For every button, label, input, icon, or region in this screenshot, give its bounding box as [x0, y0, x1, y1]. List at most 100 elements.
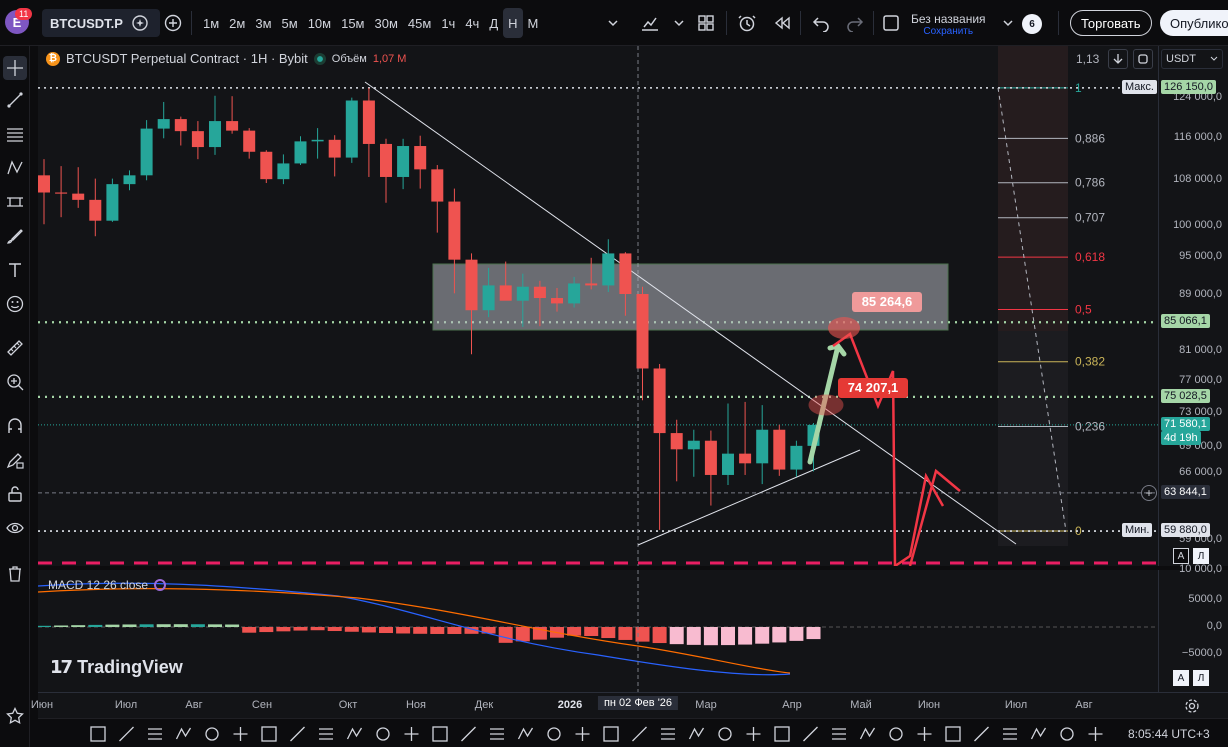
macd-log-toggle[interactable]: Л — [1193, 670, 1209, 686]
bottom-tool-7-icon[interactable] — [290, 726, 305, 742]
bottom-tool-31-icon[interactable] — [974, 726, 989, 742]
up-arrow-green[interactable] — [807, 343, 847, 465]
bottom-tool-9-icon[interactable] — [346, 727, 363, 740]
remove-tool[interactable] — [3, 562, 27, 586]
timeframe-5[interactable]: 15м — [341, 15, 365, 31]
timeframe-6[interactable]: 30м — [374, 15, 398, 31]
publish-button[interactable]: Опублико — [1160, 10, 1228, 36]
timeframe-4[interactable]: 10м — [307, 15, 332, 31]
trade-button[interactable]: Торговать — [1070, 10, 1152, 36]
bottom-tool-21-icon[interactable] — [688, 727, 705, 740]
emoji-tool[interactable] — [3, 292, 27, 316]
ruler-tool[interactable] — [3, 336, 27, 360]
bottom-tool-35-icon[interactable] — [1088, 727, 1103, 741]
timeframe-11[interactable]: Н — [503, 8, 523, 38]
price-chart[interactable]: 1 0,886 0,786 0,707 0,618 0,5 0,382 0,236 0 85 26… — [38, 46, 1158, 566]
macd-axis[interactable]: 10 000,0 5000,0 0,0 −5000,0 — [1158, 563, 1228, 692]
add-alert-plus-icon[interactable]: + — [1141, 484, 1157, 501]
bottom-tool-23-icon[interactable] — [746, 727, 761, 741]
bottom-tool-24-icon[interactable] — [774, 726, 790, 742]
layout-save-link[interactable]: Сохранить — [923, 26, 974, 37]
timeframe-9[interactable]: 4ч — [465, 15, 480, 31]
timeframe-2[interactable]: 3м — [255, 15, 272, 31]
bottom-tool-22-icon[interactable] — [718, 727, 732, 741]
bottom-tool-11-icon[interactable] — [404, 727, 419, 741]
macd-chart[interactable] — [38, 570, 1158, 692]
undo-icon[interactable] — [812, 14, 830, 32]
text-tool[interactable] — [3, 258, 27, 282]
crosshair-tool[interactable] — [3, 56, 27, 80]
macd-pane[interactable]: MACD 12 26 close — [38, 570, 1158, 692]
bottom-tool-6-icon[interactable] — [261, 726, 277, 742]
bottom-tool-10-icon[interactable] — [376, 727, 390, 741]
pane-separator[interactable] — [38, 566, 1228, 570]
target-marker[interactable] — [828, 317, 860, 339]
chevron-down-icon[interactable] — [1001, 16, 1015, 30]
bottom-tool-20-icon[interactable] — [661, 728, 675, 740]
trendline-tool[interactable] — [3, 88, 27, 112]
auto-scale-button[interactable] — [1133, 49, 1153, 69]
macd-settings-icon[interactable] — [154, 579, 167, 591]
projection-path-red[interactable] — [832, 332, 945, 566]
pattern-tool[interactable] — [3, 156, 27, 180]
bottom-tool-8-icon[interactable] — [319, 728, 333, 740]
layout-badge[interactable]: 6 — [1022, 14, 1042, 34]
zoom-tool[interactable] — [3, 370, 27, 394]
scale-down-button[interactable] — [1108, 49, 1128, 69]
bottom-tool-5-icon[interactable] — [233, 727, 248, 741]
redo-icon[interactable] — [846, 14, 864, 32]
target-price-label[interactable]: 85 264,6 — [852, 292, 922, 312]
auto-scale-toggle[interactable]: A — [1173, 548, 1189, 564]
layout-checkbox-icon[interactable] — [882, 14, 900, 32]
breakout-marker[interactable] — [808, 394, 844, 416]
visibility-tool[interactable] — [3, 516, 27, 540]
fib-retracement[interactable]: 1 0,886 0,786 0,707 0,618 0,5 0,382 0,236 0 — [997, 81, 1105, 538]
spark-icon[interactable] — [131, 14, 149, 32]
ascending-trend-line[interactable] — [637, 449, 861, 546]
bottom-tool-icons[interactable] — [38, 719, 1118, 747]
favorites-tool[interactable] — [3, 704, 27, 728]
layout-name-block[interactable]: Без названия Сохранить — [911, 13, 986, 38]
bottom-tool-29-icon[interactable] — [917, 727, 932, 741]
settings-gear-icon[interactable] — [1184, 698, 1200, 714]
timeframe-7[interactable]: 45м — [407, 15, 432, 31]
bottom-tool-0-icon[interactable] — [90, 726, 106, 742]
bottom-tool-30-icon[interactable] — [945, 726, 961, 742]
symbol-search[interactable]: BTCUSDT.P — [42, 9, 160, 37]
bottom-tool-25-icon[interactable] — [803, 726, 818, 742]
bottom-tool-32-icon[interactable] — [1003, 728, 1017, 740]
bottom-tool-2-icon[interactable] — [148, 728, 162, 740]
bottom-tool-4-icon[interactable] — [205, 727, 219, 741]
clock[interactable]: 8:05:44 UTC+3 — [1128, 727, 1210, 741]
timeframe-8[interactable]: 1ч — [441, 15, 456, 31]
bottom-tool-27-icon[interactable] — [859, 727, 876, 740]
macd-auto-toggle[interactable]: A — [1173, 670, 1189, 686]
rebound-arrow-red[interactable] — [908, 468, 961, 566]
bottom-tool-1-icon[interactable] — [119, 726, 134, 742]
bottom-tool-19-icon[interactable] — [632, 726, 647, 742]
currency-select[interactable]: USDT — [1161, 49, 1223, 69]
bottom-tool-15-icon[interactable] — [517, 727, 534, 740]
chevron-down-icon[interactable] — [672, 16, 686, 30]
main-chart-pane[interactable]: 1 0,886 0,786 0,707 0,618 0,5 0,382 0,236 0 85 26… — [38, 46, 1158, 677]
timeframe-3[interactable]: 5м — [281, 15, 298, 31]
bottom-tool-16-icon[interactable] — [547, 727, 561, 741]
bottom-tool-13-icon[interactable] — [461, 726, 476, 742]
bottom-tool-17-icon[interactable] — [575, 727, 590, 741]
bottom-tool-33-icon[interactable] — [1030, 727, 1047, 740]
indicators-icon[interactable] — [696, 13, 716, 33]
projection-tool[interactable] — [3, 190, 27, 214]
bottom-tool-28-icon[interactable] — [889, 727, 903, 741]
replay-icon[interactable] — [772, 13, 792, 33]
bottom-tool-18-icon[interactable] — [603, 726, 619, 742]
bottom-tool-14-icon[interactable] — [490, 728, 504, 740]
stay-drawing-tool[interactable] — [3, 448, 27, 472]
bottom-tool-34-icon[interactable] — [1060, 727, 1074, 741]
timeframe-1[interactable]: 2м — [229, 15, 246, 31]
price-axis[interactable]: USDT 124 000,0 116 000,0 108 000,0 100 000,… — [1158, 46, 1228, 566]
lock-tool[interactable] — [3, 482, 27, 506]
bottom-tool-3-icon[interactable] — [175, 727, 192, 740]
timeframe-10[interactable]: Д — [489, 15, 499, 31]
chart-type-icon[interactable] — [640, 13, 660, 33]
add-symbol-icon[interactable] — [164, 14, 182, 32]
